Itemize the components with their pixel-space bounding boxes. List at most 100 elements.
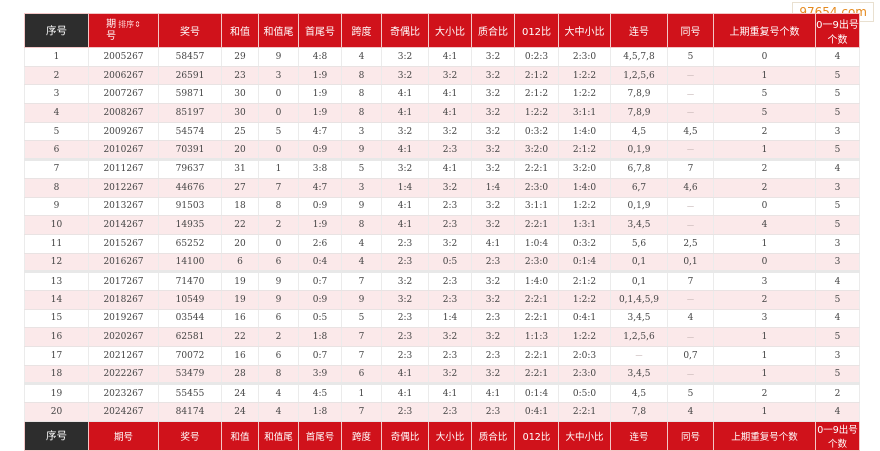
cell-count09: 3 bbox=[815, 122, 860, 142]
cell-sum-tail: 6 bbox=[258, 346, 299, 366]
cell-ratio012: 0:3:2 bbox=[514, 122, 559, 142]
cell-prize: 10549 bbox=[158, 290, 222, 310]
cell-same: 4 bbox=[667, 402, 714, 422]
cell-seq: 17 bbox=[24, 346, 89, 366]
cell-span: 8 bbox=[341, 215, 382, 235]
cell-same: － bbox=[667, 66, 714, 86]
cell-prize: 44676 bbox=[158, 178, 222, 198]
cell-seq: 9 bbox=[24, 197, 89, 217]
cell-period: 2010267 bbox=[88, 140, 159, 161]
cell-seq: 8 bbox=[24, 178, 89, 198]
table-row: 8 2012267 44676 27 7 4:7 3 1:4 3:2 1:4 2:3:0 1:4:0 6… bbox=[24, 178, 860, 198]
table-row: 13 2017267 71470 19 9 0:7 7 3:2 2:3 3:2 1:4:0 2:1:2… bbox=[24, 270, 860, 291]
cell-prize: 59871 bbox=[158, 84, 222, 105]
cell-period: 2005267 bbox=[88, 47, 159, 67]
footer-odd-even: 奇偶比 bbox=[381, 420, 429, 451]
cell-prize: 70391 bbox=[158, 140, 222, 161]
cell-prime: 2:3 bbox=[471, 309, 515, 329]
cell-prime: 3:2 bbox=[471, 66, 515, 86]
cell-big-small: 2:3 bbox=[428, 402, 472, 422]
cell-count09: 5 bbox=[815, 66, 860, 86]
table-row: 15 2019267 03544 16 6 0:5 5 2:3 1:4 2:3 2:2:1 0:4:1… bbox=[24, 309, 860, 329]
footer-count09: 0一9出号个数 bbox=[815, 420, 860, 451]
cell-head-tail: 0:9 bbox=[298, 290, 342, 310]
cell-prime: 3:2 bbox=[471, 122, 515, 142]
table-row: 3 2007267 59871 30 0 1:9 8 4:1 4:1 3:2 2:1:2 1:2:2 7… bbox=[24, 84, 860, 105]
cell-count09: 4 bbox=[815, 47, 860, 67]
cell-sum-tail: 0 bbox=[258, 103, 299, 123]
cell-sum-tail: 6 bbox=[258, 309, 299, 329]
cell-sum: 31 bbox=[221, 158, 259, 179]
cell-span: 4 bbox=[341, 47, 382, 67]
table-row: 16 2020267 62581 22 2 1:8 7 2:3 3:2 3:2 1:1:3 1:2:2… bbox=[24, 327, 860, 347]
header-period-sortable[interactable]: 期排序⇕ 号 bbox=[88, 13, 159, 48]
cell-odd-even: 4:1 bbox=[381, 103, 429, 123]
cell-period: 2007267 bbox=[88, 84, 159, 105]
cell-head-tail: 1:9 bbox=[298, 84, 342, 105]
cell-prime: 3:2 bbox=[471, 197, 515, 217]
cell-sum: 22 bbox=[221, 215, 259, 235]
cell-repeat-count: 2 bbox=[713, 158, 816, 179]
table-row: 7 2011267 79637 31 1 3:8 5 3:2 4:1 3:2 2:2:1 3:2:0 6… bbox=[24, 158, 860, 179]
cell-sum-tail: 4 bbox=[258, 382, 299, 404]
cell-big-mid-small: 2:2:1 bbox=[558, 402, 611, 422]
table-row: 10 2014267 14935 22 2 1:9 8 4:1 2:3 3:2 2:2:1 1:3:1… bbox=[24, 215, 860, 235]
cell-ratio012: 2:3:0 bbox=[514, 253, 559, 273]
header-prize: 奖号 bbox=[158, 13, 222, 48]
cell-same: 0,7 bbox=[667, 346, 714, 366]
cell-seq: 16 bbox=[24, 327, 89, 347]
sort-icon[interactable]: 排序⇕ bbox=[118, 19, 141, 29]
cell-consecutive: － bbox=[610, 346, 668, 366]
table-header-row: 序号 期排序⇕ 号 奖号 和值 和值尾 首尾号 跨度 奇偶比 大小比 质合比 0… bbox=[24, 13, 860, 48]
cell-sum-tail: 9 bbox=[258, 47, 299, 67]
footer-period: 期号 bbox=[88, 420, 159, 451]
cell-sum-tail: 1 bbox=[258, 158, 299, 179]
cell-count09: 5 bbox=[815, 327, 860, 347]
cell-big-small: 2:3 bbox=[428, 215, 472, 235]
cell-sum: 28 bbox=[221, 365, 259, 385]
cell-big-small: 3:2 bbox=[428, 234, 472, 254]
footer-same: 同号 bbox=[667, 420, 714, 451]
cell-prime: 3:2 bbox=[471, 47, 515, 67]
cell-big-mid-small: 1:2:2 bbox=[558, 290, 611, 310]
cell-head-tail: 0:9 bbox=[298, 197, 342, 217]
cell-count09: 4 bbox=[815, 402, 860, 422]
cell-sum-tail: 7 bbox=[258, 178, 299, 198]
cell-ratio012: 0:4:1 bbox=[514, 402, 559, 422]
table-row: 5 2009267 54574 25 5 4:7 3 3:2 3:2 3:2 0:3:2 1:4:0 4… bbox=[24, 122, 860, 142]
cell-prize: 54574 bbox=[158, 122, 222, 142]
cell-repeat-count: 1 bbox=[713, 402, 816, 422]
cell-head-tail: 1:9 bbox=[298, 103, 342, 123]
cell-sum-tail: 2 bbox=[258, 327, 299, 347]
cell-sum: 16 bbox=[221, 309, 259, 329]
cell-span: 3 bbox=[341, 178, 382, 198]
cell-prime: 3:2 bbox=[471, 103, 515, 123]
table-row: 9 2013267 91503 18 8 0:9 9 4:1 2:3 3:2 3:1:1 1:2:2 0… bbox=[24, 197, 860, 217]
table-row: 11 2015267 65252 20 0 2:6 4 2:3 3:2 4:1 1:0:4 0:3:2… bbox=[24, 234, 860, 254]
cell-consecutive: 3,4,5 bbox=[610, 309, 668, 329]
cell-big-small: 2:3 bbox=[428, 346, 472, 366]
cell-span: 8 bbox=[341, 66, 382, 86]
cell-big-mid-small: 0:5:0 bbox=[558, 382, 611, 404]
cell-same: － bbox=[667, 290, 714, 310]
cell-consecutive: 4,5 bbox=[610, 122, 668, 142]
cell-consecutive: 0,1 bbox=[610, 270, 668, 291]
cell-big-small: 4:1 bbox=[428, 47, 472, 67]
cell-big-small: 2:3 bbox=[428, 140, 472, 161]
cell-seq: 2 bbox=[24, 66, 89, 86]
cell-count09: 5 bbox=[815, 103, 860, 123]
cell-sum-tail: 0 bbox=[258, 84, 299, 105]
cell-consecutive: 4,5,7,8 bbox=[610, 47, 668, 67]
cell-consecutive: 4,5 bbox=[610, 382, 668, 404]
cell-prime: 1:4 bbox=[471, 178, 515, 198]
footer-prize: 奖号 bbox=[158, 420, 222, 451]
cell-prize: 55455 bbox=[158, 382, 222, 404]
cell-repeat-count: 0 bbox=[713, 47, 816, 67]
cell-big-mid-small: 2:3:0 bbox=[558, 47, 611, 67]
cell-big-mid-small: 3:2:0 bbox=[558, 158, 611, 179]
cell-odd-even: 3:2 bbox=[381, 290, 429, 310]
cell-consecutive: 0,1 bbox=[610, 253, 668, 273]
cell-odd-even: 3:2 bbox=[381, 66, 429, 86]
cell-big-small: 1:4 bbox=[428, 309, 472, 329]
cell-count09: 4 bbox=[815, 270, 860, 291]
